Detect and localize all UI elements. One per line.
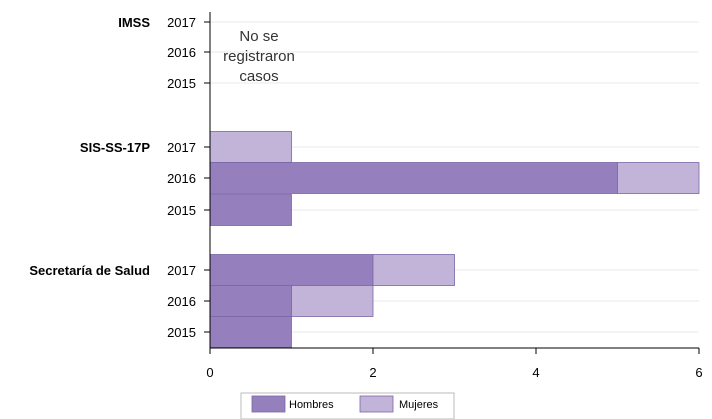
year-label: 2017: [167, 140, 196, 155]
group-label: IMSS: [118, 15, 150, 30]
bar-mujeres: [291, 285, 374, 317]
bar-mujeres: [617, 162, 700, 194]
group-label: Secretaría de Salud: [29, 263, 150, 278]
bar-hombres: [209, 194, 292, 226]
year-label: 2016: [167, 171, 196, 186]
x-tick-label: 2: [369, 365, 376, 380]
bar-hombres: [209, 285, 292, 317]
legend-swatch-hombres: [251, 395, 286, 413]
year-label: 2015: [167, 325, 196, 340]
legend-label: Mujeres: [399, 399, 439, 411]
x-tick-label: 4: [532, 365, 539, 380]
bar-mujeres: [372, 254, 455, 286]
legend-swatch-mujeres: [359, 395, 394, 413]
axes: [204, 12, 700, 354]
group-label: SIS-SS-17P: [80, 140, 150, 155]
no-cases-note: registraron: [223, 48, 295, 65]
bars: [209, 131, 700, 348]
bar-hombres: [209, 316, 292, 348]
year-label: 2017: [167, 263, 196, 278]
legend-label: Hombres: [289, 399, 334, 411]
x-tick-label: 6: [695, 365, 702, 380]
year-label: 2016: [167, 45, 196, 60]
bar-hombres: [209, 254, 374, 286]
x-tick-label: 0: [206, 365, 213, 380]
year-label: 2016: [167, 294, 196, 309]
labels: 0 2 4 6 2017 2016 2015 IMSS No se registraron caso…: [29, 15, 702, 380]
bar-hombres: [209, 162, 618, 194]
year-label: 2015: [167, 76, 196, 91]
no-cases-note: casos: [239, 68, 278, 85]
legend: Hombres Mujeres: [240, 392, 455, 419]
year-label: 2017: [167, 15, 196, 30]
bar-mujeres: [209, 131, 292, 163]
no-cases-note: No se: [239, 28, 278, 45]
year-label: 2015: [167, 203, 196, 218]
